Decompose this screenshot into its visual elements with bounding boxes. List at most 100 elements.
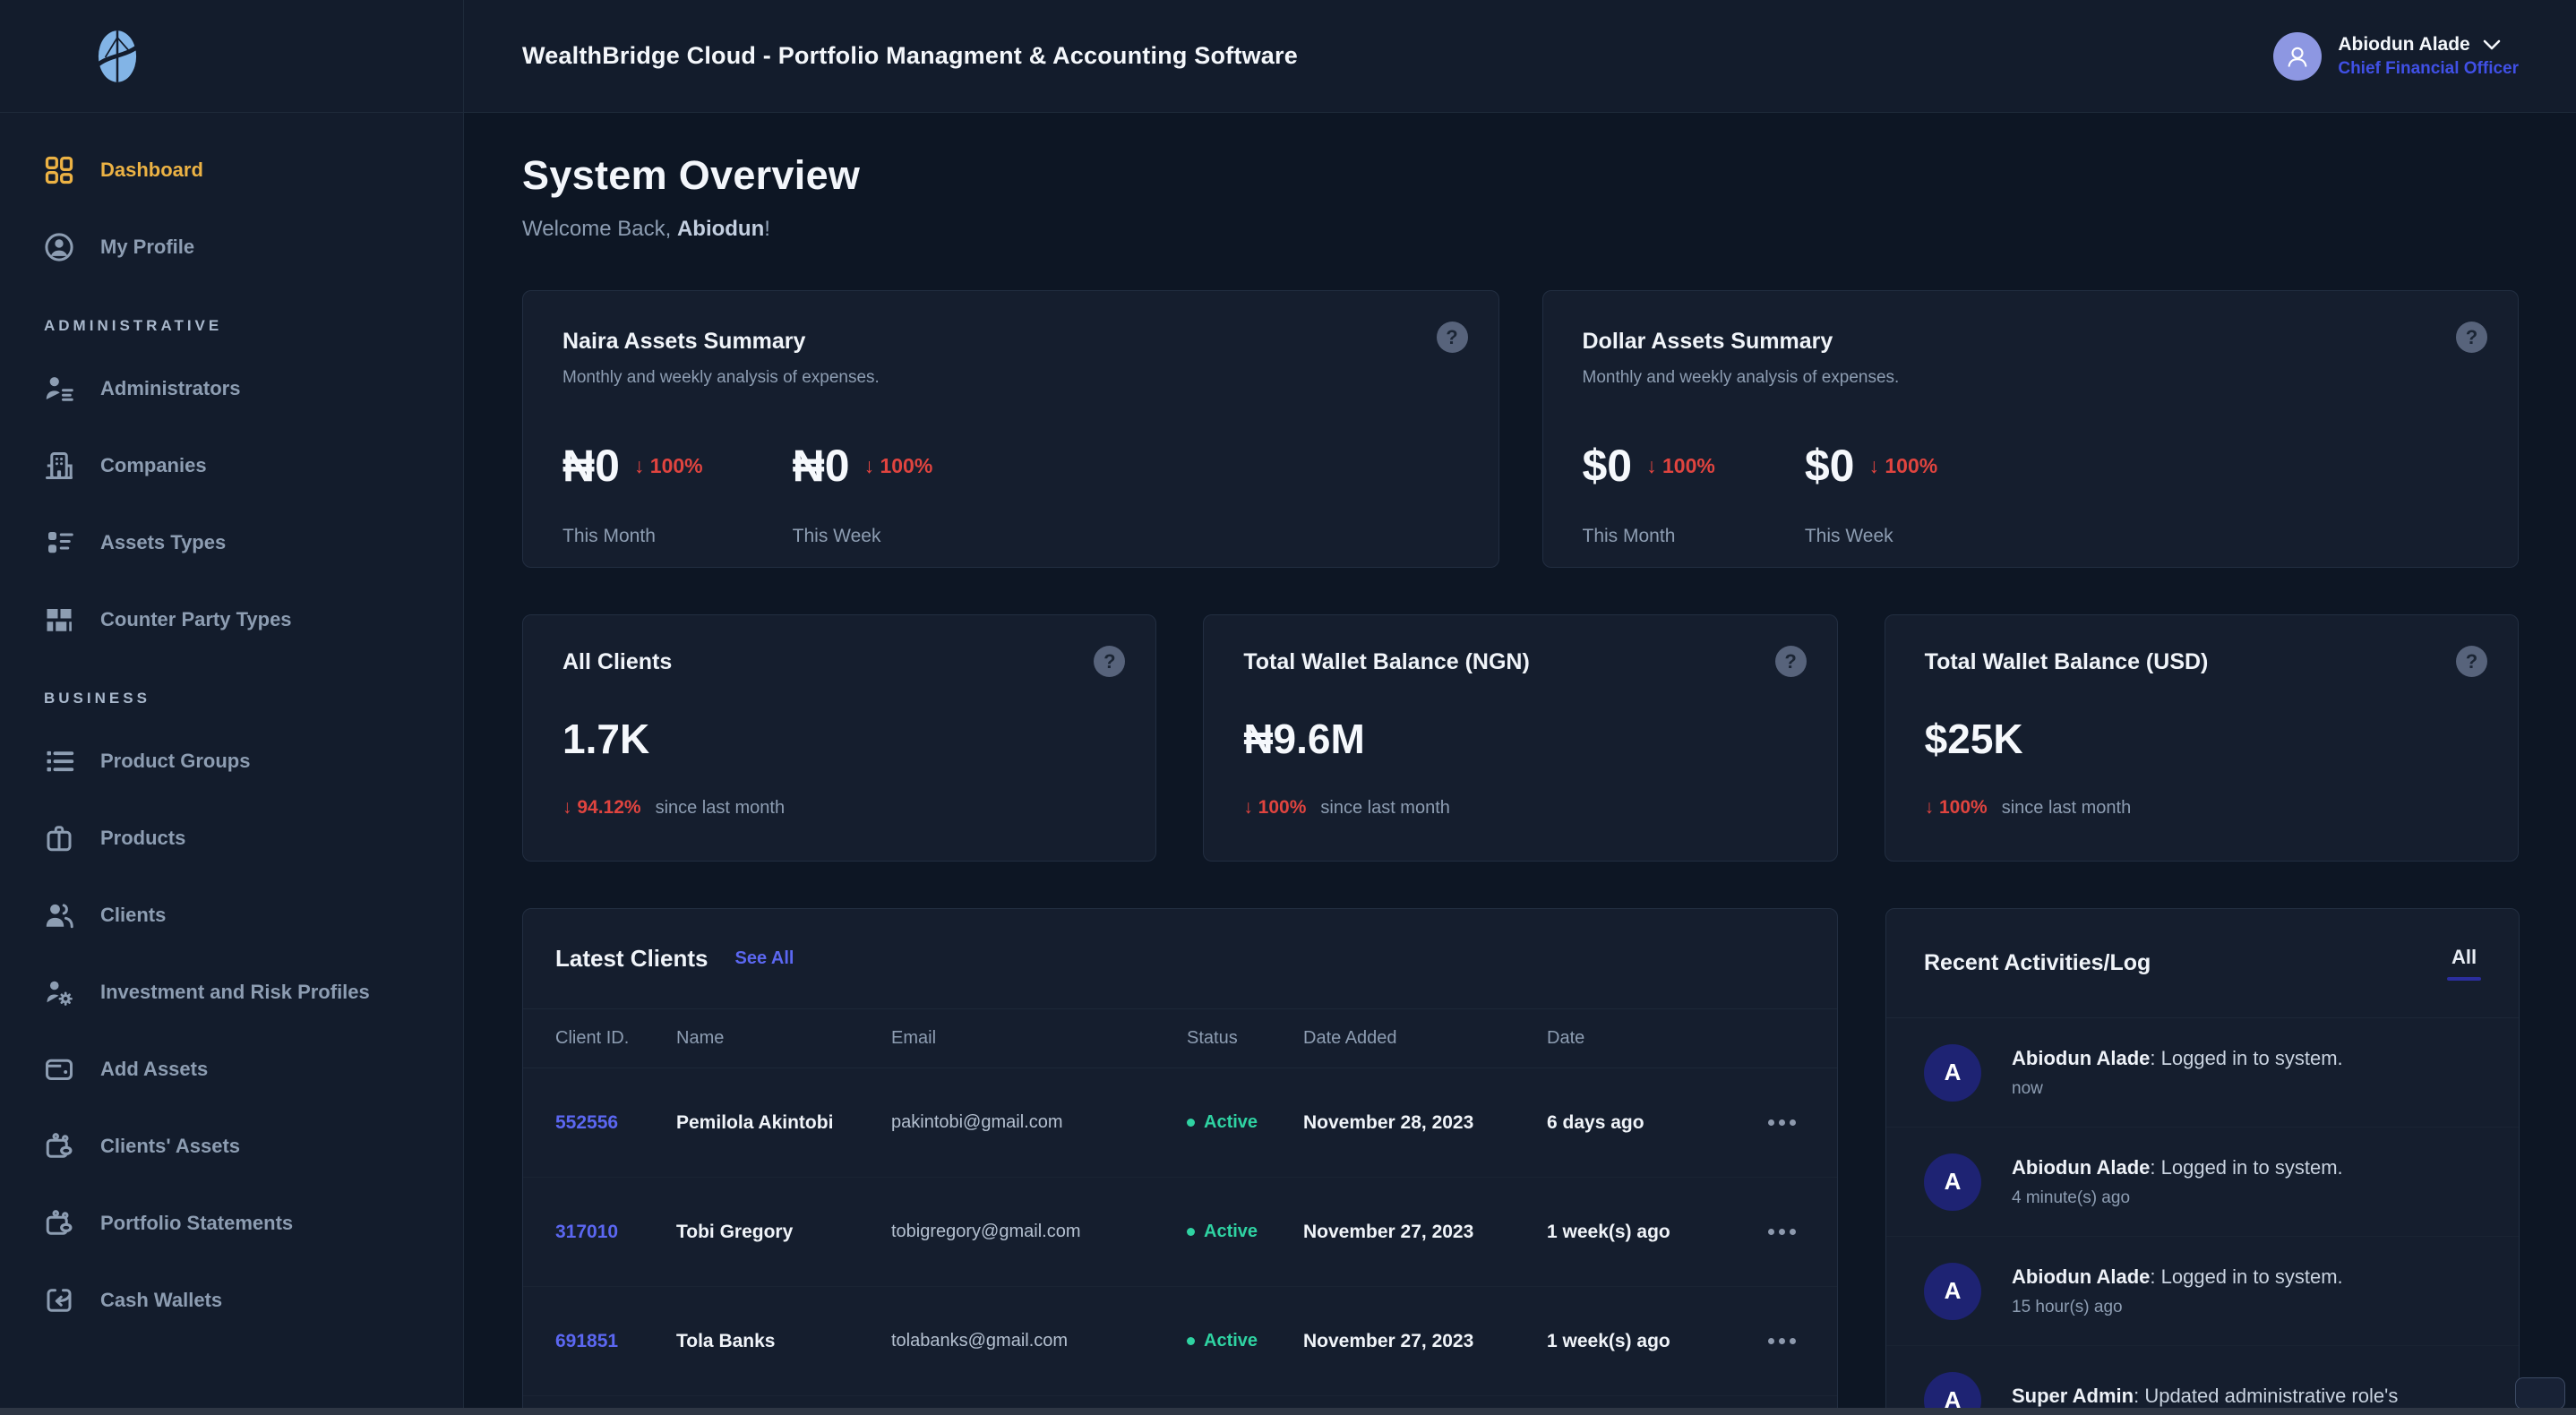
status-dot-icon <box>1187 1337 1195 1345</box>
col-date: Date <box>1547 1028 1585 1048</box>
stat-change: ↓ 100% <box>863 453 933 477</box>
card-subtitle: Monthly and weekly analysis of expenses. <box>1582 368 1900 387</box>
list-squares-icon <box>42 526 76 560</box>
status-dot-icon <box>1187 1228 1195 1236</box>
sidebar-item-portfolio-statements[interactable]: Portfolio Statements <box>42 1202 438 1245</box>
sidebar-item-label: Clients' Assets <box>100 1135 241 1158</box>
date-relative: 1 week(s) ago <box>1547 1221 1670 1242</box>
stat-cards-row: All Clients ? 1.7K ↓ 94.12% since last m… <box>522 614 2519 862</box>
client-name: Tobi Gregory <box>676 1221 794 1242</box>
sidebar-item-my-profile[interactable]: My Profile <box>42 226 438 269</box>
tab-all[interactable]: All <box>2447 946 2481 981</box>
building-icon <box>42 449 76 483</box>
see-all-link[interactable]: See All <box>734 948 794 968</box>
sidebar-item-investment-risk-profiles[interactable]: Investment and Risk Profiles <box>42 971 438 1014</box>
stat-value: ₦9.6M <box>1243 716 1365 762</box>
person-list-icon <box>42 372 76 406</box>
user-name: Abiodun Alade <box>2338 33 2470 55</box>
activity-item: A Super Admin: Updated administrative ro… <box>1886 1346 2519 1415</box>
activity-time: 15 hour(s) ago <box>2012 1297 2123 1316</box>
dashboard-grid-icon <box>42 153 76 187</box>
client-id-link[interactable]: 552556 <box>555 1111 619 1133</box>
sidebar-item-add-assets[interactable]: Add Assets <box>42 1048 438 1091</box>
latest-clients-panel: Latest Clients See All Client ID. Name E… <box>522 908 1838 1415</box>
horizontal-scrollbar[interactable] <box>0 1408 2576 1415</box>
activity-item: A Abiodun Alade: Logged in to system. 4 … <box>1886 1128 2519 1237</box>
client-name: Tola Banks <box>676 1330 776 1351</box>
activity-actor: Abiodun Alade <box>2012 1047 2151 1070</box>
client-id-link[interactable]: 317010 <box>555 1221 619 1242</box>
ellipsis-icon[interactable] <box>1768 1119 1796 1126</box>
blocks-grid-icon <box>42 603 76 637</box>
activity-action: : Updated administrative role's <box>2134 1385 2399 1408</box>
stat-caption: since last month <box>655 797 786 818</box>
client-id-link[interactable]: 691851 <box>555 1330 619 1351</box>
user-menu[interactable]: Abiodun Alade Chief Financial Officer <box>2273 31 2576 81</box>
ellipsis-icon[interactable] <box>1768 1338 1796 1344</box>
scroll-button[interactable] <box>2515 1377 2565 1410</box>
sidebar-item-counter-party-types[interactable]: Counter Party Types <box>42 598 438 641</box>
panel-title: Latest Clients <box>555 945 708 972</box>
sidebar-item-label: Investment and Risk Profiles <box>100 981 370 1004</box>
activity-actor: Super Admin <box>2012 1385 2134 1408</box>
help-icon[interactable]: ? <box>2456 322 2487 353</box>
sidebar-item-label: Products <box>100 827 186 850</box>
table-row: 317010 Tobi Gregory tobigregory@gmail.co… <box>523 1178 1837 1287</box>
stat-this-week: $0 ↓ 100% This Week <box>1805 440 1937 547</box>
tab-indicator <box>2447 977 2481 981</box>
stat-change: ↓ 94.12% <box>562 797 641 818</box>
ellipsis-icon[interactable] <box>1768 1229 1796 1235</box>
user-avatar[interactable] <box>2273 31 2323 81</box>
bottom-row: Latest Clients See All Client ID. Name E… <box>522 908 2520 1415</box>
col-status: Status <box>1187 1028 1238 1048</box>
stat-label: This Month <box>562 526 656 546</box>
stat-value: $0 <box>1804 441 1855 491</box>
sidebar-item-assets-types[interactable]: Assets Types <box>42 521 438 564</box>
sidebar-item-dashboard[interactable]: Dashboard <box>42 149 438 192</box>
sidebar-item-product-groups[interactable]: Product Groups <box>42 740 438 783</box>
avatar: A <box>1924 1153 1981 1211</box>
sidebar-section-administrative: ADMINISTRATIVE <box>44 317 223 334</box>
stat-change: ↓ 100% <box>1243 797 1307 818</box>
help-icon[interactable]: ? <box>1094 646 1126 677</box>
col-client-id: Client ID. <box>555 1028 630 1048</box>
activity-action: : Logged in to system. <box>2150 1265 2343 1289</box>
stat-change: ↓ 100% <box>1868 453 1938 477</box>
help-icon[interactable]: ? <box>2455 646 2487 677</box>
sidebar-item-label: My Profile <box>100 236 195 259</box>
sidebar-item-clients[interactable]: Clients <box>42 894 438 937</box>
stat-this-month: ₦0 ↓ 100% This Month <box>562 440 703 547</box>
person-gear-icon <box>42 975 76 1009</box>
sidebar-item-label: Companies <box>100 454 207 477</box>
card-title: Total Wallet Balance (NGN) <box>1243 649 1530 674</box>
sidebar-item-clients-assets[interactable]: Clients' Assets <box>42 1125 438 1168</box>
sidebar-item-label: Product Groups <box>100 750 251 773</box>
user-circle-icon <box>42 230 76 264</box>
app-title: WealthBridge Cloud - Portfolio Managment… <box>522 42 1298 69</box>
help-icon[interactable]: ? <box>1436 322 1468 353</box>
sidebar-item-companies[interactable]: Companies <box>42 444 438 487</box>
naira-assets-summary-card: Naira Assets Summary ? Monthly and weekl… <box>522 290 1499 568</box>
sidebar-item-cash-wallets[interactable]: Cash Wallets <box>42 1279 438 1322</box>
sidebar-item-label: Assets Types <box>100 531 227 554</box>
col-date-added: Date Added <box>1303 1028 1397 1048</box>
card-subtitle: Monthly and weekly analysis of expenses. <box>562 368 880 387</box>
person-icon <box>2288 47 2307 67</box>
sidebar-item-administrators[interactable]: Administrators <box>42 367 438 410</box>
sidebar-item-products[interactable]: Products <box>42 817 438 860</box>
wallet-coins-icon <box>42 1129 76 1163</box>
recent-activities-panel: Recent Activities/Log All A Abiodun Alad… <box>1885 908 2520 1415</box>
help-icon[interactable]: ? <box>1774 646 1807 677</box>
sidebar: Dashboard My Profile ADMINISTRATIVE Admi… <box>0 113 464 1415</box>
client-email: tolabanks@gmail.com <box>891 1331 1069 1351</box>
avatar: A <box>1924 1043 1981 1102</box>
sidebar-item-label: Dashboard <box>100 159 203 182</box>
stat-value: $25K <box>1924 716 2023 762</box>
page-title: System Overview <box>522 152 861 198</box>
table-row: 552556 Pemilola Akintobi pakintobi@gmail… <box>523 1068 1837 1178</box>
sidebar-item-label: Cash Wallets <box>100 1289 223 1312</box>
chevron-down-icon[interactable] <box>2483 39 2501 50</box>
card-title: Naira Assets Summary <box>562 329 806 354</box>
stat-caption: since last month <box>2001 797 2132 818</box>
status-badge: Active <box>1187 1222 1303 1242</box>
